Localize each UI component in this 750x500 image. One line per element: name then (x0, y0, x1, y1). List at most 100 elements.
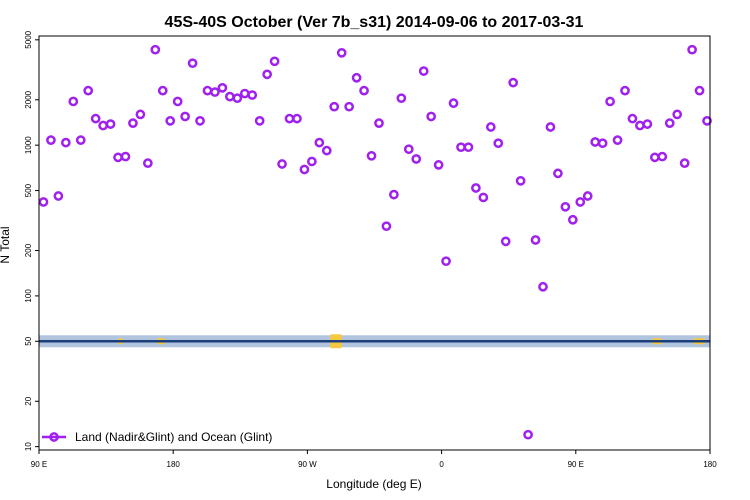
data-point (649, 152, 660, 163)
data-point (560, 201, 571, 212)
data-point (90, 113, 101, 124)
x-axis: 90 E 180 90 W 0 90 E 180 (31, 450, 717, 469)
data-point (418, 66, 429, 76)
data-point (344, 101, 355, 112)
data-point (612, 135, 623, 145)
data-point (180, 111, 190, 122)
data-point (135, 109, 146, 120)
data-point (590, 137, 601, 147)
data-point (314, 137, 325, 148)
data-point (195, 115, 205, 126)
x-tick-label: 90 W (298, 460, 317, 469)
y-tick-label: 5000 (24, 30, 33, 48)
data-point (702, 115, 712, 126)
data-point (75, 135, 86, 145)
x-tick-label: 180 (167, 460, 181, 469)
data-point (98, 120, 108, 131)
data-point (262, 69, 272, 80)
data-point (582, 191, 593, 201)
data-point (143, 158, 153, 168)
data-point (359, 85, 369, 96)
y-tick-label: 2000 (24, 90, 33, 108)
data-point (381, 221, 392, 232)
data-point (351, 72, 362, 83)
y-tick-label: 50 (24, 336, 33, 345)
data-point (389, 189, 399, 200)
data-point (426, 111, 437, 122)
data-point (694, 85, 705, 96)
data-point (239, 88, 250, 99)
data-point (232, 93, 243, 104)
y-tick-label: 200 (24, 243, 33, 257)
data-point (172, 96, 183, 107)
data-point (321, 145, 332, 156)
data-point (277, 159, 287, 169)
data-point (500, 236, 511, 247)
data-point (575, 197, 586, 207)
data-point (441, 256, 451, 267)
data-point (150, 44, 161, 55)
data-point (403, 144, 414, 155)
x-tick-label: 90 E (568, 460, 584, 469)
data-point (336, 47, 347, 58)
data-point (366, 150, 377, 161)
data-point (508, 77, 519, 88)
data-point (202, 85, 213, 96)
data-point (620, 85, 630, 96)
data-point (471, 183, 481, 193)
data-point (38, 197, 49, 207)
data-point (217, 83, 228, 93)
data-point (374, 118, 384, 128)
data-point (269, 56, 280, 67)
data-point (53, 191, 64, 201)
y-tick-label: 500 (24, 183, 33, 197)
data-points (38, 44, 712, 440)
data-point (635, 120, 645, 131)
y-tick-label: 1000 (24, 136, 33, 154)
data-point (538, 281, 548, 292)
data-point (463, 142, 474, 153)
data-point (299, 164, 310, 175)
data-point (679, 158, 690, 168)
data-point (642, 119, 653, 129)
data-point (247, 90, 258, 100)
data-point (433, 160, 444, 170)
x-tick-label: 0 (439, 460, 444, 469)
data-point (485, 122, 496, 132)
map-band (39, 334, 710, 349)
data-point (597, 138, 608, 149)
data-point (307, 156, 317, 167)
data-point (60, 137, 71, 148)
x-axis-label: Longitude (deg E) (326, 477, 421, 491)
y-axis-label: N Total (0, 226, 12, 263)
data-point (165, 115, 176, 126)
data-point (46, 135, 56, 145)
legend-marker (49, 432, 59, 442)
data-point (210, 87, 220, 97)
data-point (515, 175, 526, 186)
data-point (448, 98, 459, 109)
data-point (120, 151, 131, 162)
data-point (225, 91, 235, 102)
data-point (687, 44, 697, 55)
y-tick-label: 20 (24, 396, 33, 405)
data-point (493, 138, 504, 149)
data-point (113, 152, 123, 163)
plot-frame (38, 35, 711, 451)
data-point (553, 168, 563, 179)
chart-title: 45S-40S October (Ver 7b_s31) 2014-09-06 … (165, 14, 584, 31)
data-point (105, 119, 116, 129)
y-axis: 10 20 50 100 200 500 1000 2000 5000 (24, 30, 39, 451)
x-tick-label: 90 E (31, 460, 47, 469)
data-point (672, 109, 683, 120)
data-point (396, 93, 407, 104)
data-point (627, 113, 638, 124)
legend-label: Land (Nadir&Glint) and Ocean (Glint) (75, 430, 272, 444)
data-point (187, 58, 198, 69)
data-point (523, 429, 533, 440)
data-point (456, 142, 466, 153)
data-point (128, 118, 138, 128)
data-point (254, 115, 265, 126)
y-tick-label: 10 (24, 442, 33, 451)
